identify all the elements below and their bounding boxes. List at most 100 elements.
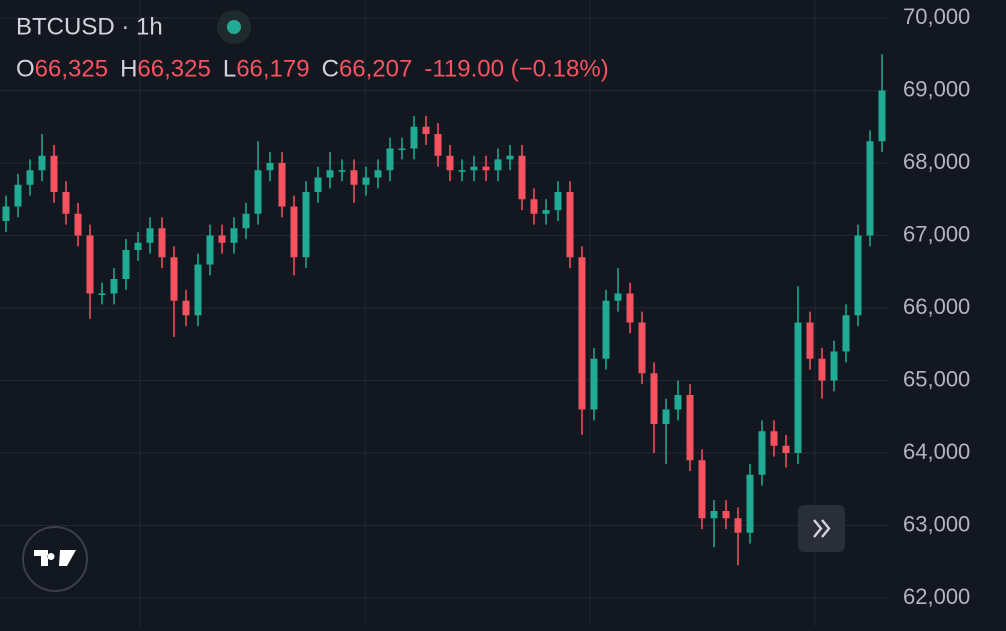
candle-body [590,358,598,410]
candle-body [314,177,322,192]
ohlc-text: C [322,55,339,82]
ohlc-text: -119.00 (−0.18%) [424,55,608,82]
candle-body [50,155,58,192]
candle-body [530,199,538,214]
candle-body [278,163,286,207]
candle-body [458,170,466,172]
candle-body [158,228,166,258]
candle-body [674,395,682,410]
ohlc-text: L [223,55,236,82]
candle-body [470,166,478,171]
y-tick-label: 64,000 [903,439,970,464]
ohlc-text: 66,207 [339,55,412,82]
y-tick-label: 69,000 [903,76,970,101]
candle-body [602,300,610,359]
y-tick-label: 66,000 [903,294,970,319]
logo [22,526,88,592]
candle-body [686,395,694,461]
candle-body [554,192,562,211]
candle-body [290,206,298,258]
candle-body [134,242,142,250]
candle-body [350,170,358,185]
candle-body [770,431,778,446]
header: BTCUSD · 1h [16,10,251,44]
y-tick-label: 67,000 [903,221,970,246]
candle-body [626,293,634,323]
candle-body [482,166,490,171]
candle-body [854,235,862,316]
ohlc-text: 66,325 [137,55,210,82]
candle-body [446,155,454,171]
candle-body [830,351,838,381]
candle-body [758,431,766,475]
candle-body [494,159,502,171]
logo-ring [22,526,88,592]
y-tick-label: 62,000 [903,584,970,609]
ohlc: O 66,325 H 66,325 L 66,179 C 66,207 -119.00 (−0.… [16,55,609,82]
candle-body [614,293,622,301]
scroll-button[interactable] [798,505,845,552]
candle-body [326,170,334,178]
candle-body [734,518,742,533]
candle-body [266,163,274,171]
candle-body [374,170,382,178]
status-dot [227,20,241,34]
candle-body [86,235,94,294]
grid [0,0,888,626]
candle-body [794,322,802,453]
candle-body [638,322,646,374]
candle-body [338,170,346,172]
scroll-icon [813,519,831,538]
candle-body [878,90,886,142]
logo-mark [34,550,76,566]
candle-body [566,192,574,258]
candle-body [302,192,310,258]
candle-body [506,155,514,160]
candle-body [242,213,250,229]
candle-body [26,170,34,185]
candle-body [254,170,262,214]
candle-body [398,148,406,150]
candle-body [434,134,442,156]
candle-body [110,279,118,294]
y-tick-label: 70,000 [903,4,970,29]
y-tick-label: 68,000 [903,149,970,174]
ohlc-text: H [120,55,137,82]
candles [2,54,886,566]
candle-body [518,155,526,200]
candle-body [842,315,850,352]
candle-body [182,300,190,316]
candle-body [2,206,10,221]
candle-body [818,358,826,381]
candle-body [194,264,202,316]
candle-body [782,445,790,453]
candle-body [362,177,370,185]
candle-body [206,235,214,265]
candle-body [578,257,586,410]
candle-body [722,511,730,519]
candle-body [146,228,154,243]
candle-body [650,373,658,424]
candle-body [386,148,394,171]
ohlc-text: O [16,55,35,82]
candle-body [698,460,706,519]
candle-body [122,250,130,279]
ohlc-text: 66,179 [236,55,309,82]
candle-body [230,228,238,243]
candle-body [170,257,178,301]
candle-body [806,322,814,359]
candle-body [14,184,22,207]
candle-body [410,126,418,149]
candle-body [542,210,550,214]
candle-body [662,409,670,424]
candle-body [218,235,226,243]
candle-body [710,511,718,519]
symbol: BTCUSD · 1h [16,13,163,40]
candle-body [746,474,754,533]
ohlc-text: 66,325 [35,55,108,82]
candle-body [866,141,874,236]
candle-body [74,213,82,236]
candle-body [98,293,106,295]
